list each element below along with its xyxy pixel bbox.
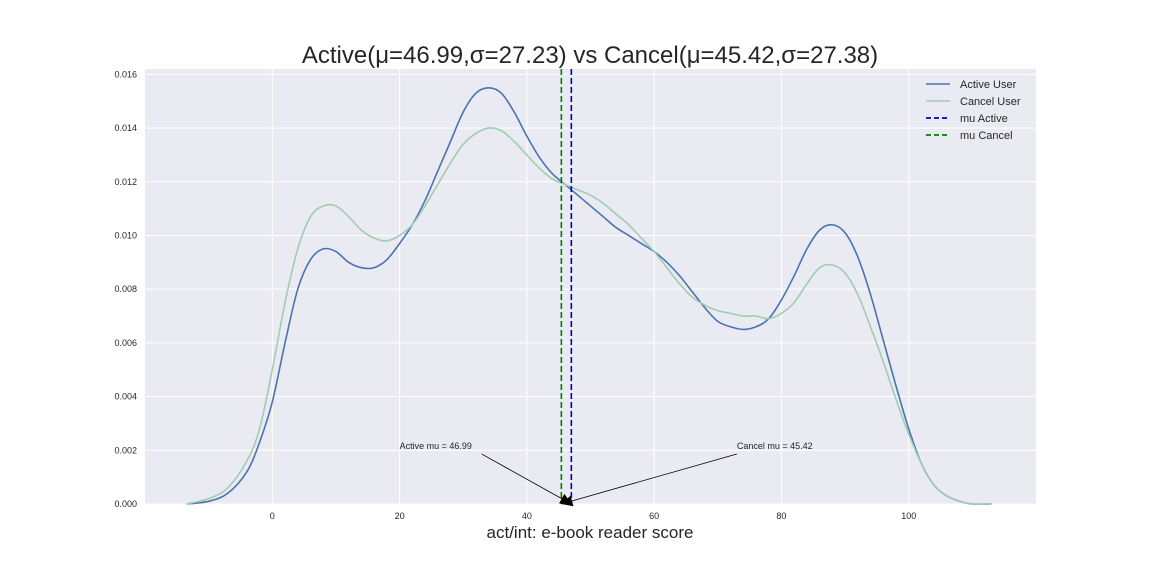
annotation-arrow-head [561, 495, 574, 507]
annotation-arrow-line [481, 453, 572, 505]
legend: Active User Cancel User mu Active mu Cancel [926, 79, 1021, 142]
x-axis-ticks: 0 20 40 60 80 100 [270, 511, 916, 521]
legend-entry-label: Active User [960, 79, 1017, 91]
x-tick-label: 80 [776, 511, 786, 521]
chart-title: Active(μ=46.99,σ=27.23) vs Cancel(μ=45.4… [302, 42, 878, 69]
annotation-arrow-line [561, 453, 737, 505]
y-tick-label: 0.008 [114, 284, 137, 294]
plot-area [145, 69, 1036, 504]
y-tick-label: 0.012 [114, 177, 137, 187]
cancel-mu-annotation: Cancel mu = 45.42 [737, 441, 813, 451]
legend-entry-label: Cancel User [960, 96, 1021, 108]
active-mu-annotation: Active mu = 46.99 [400, 441, 472, 451]
y-tick-label: 0.002 [114, 445, 137, 455]
y-tick-label: 0.014 [114, 123, 137, 133]
y-axis-ticks: 0.000 0.002 0.004 0.006 0.008 0.010 0.012 0.014… [114, 69, 137, 509]
x-tick-label: 0 [270, 511, 275, 521]
x-tick-label: 20 [395, 511, 405, 521]
cancel-user-line [186, 127, 992, 505]
y-tick-label: 0.016 [114, 69, 137, 79]
grid-lines [145, 69, 1036, 505]
y-tick-label: 0.004 [114, 392, 137, 402]
x-tick-label: 100 [901, 511, 916, 521]
annotations: Active mu = 46.99 Cancel mu = 45.42 [400, 441, 813, 507]
y-tick-label: 0.006 [114, 338, 137, 348]
x-tick-label: 60 [649, 511, 659, 521]
x-tick-label: 40 [522, 511, 532, 521]
series-lines [186, 86, 992, 505]
legend-entry-label: mu Cancel [960, 130, 1013, 142]
active-user-line [186, 86, 992, 505]
y-tick-label: 0.010 [114, 230, 137, 240]
legend-entry-label: mu Active [960, 113, 1008, 125]
x-axis-label: act/int: e-book reader score [487, 523, 694, 542]
mean-lines [560, 69, 573, 504]
y-tick-label: 0.000 [114, 499, 137, 509]
